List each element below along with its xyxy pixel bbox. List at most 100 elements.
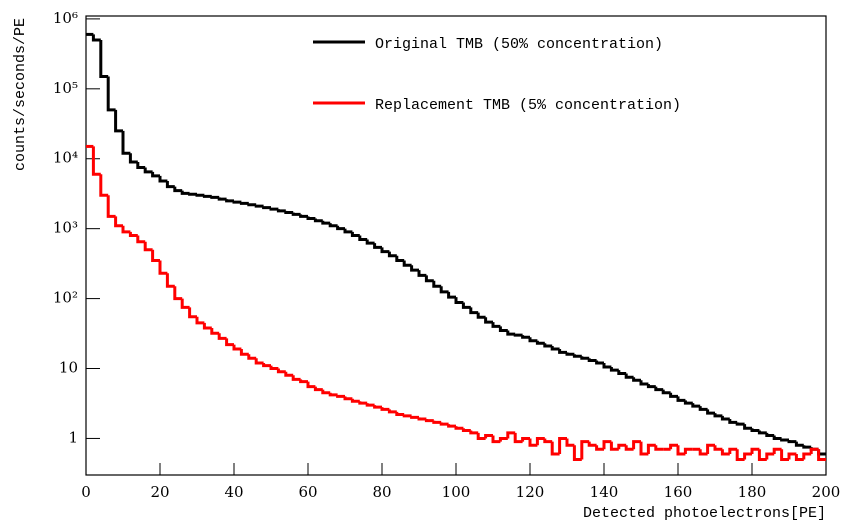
y-tick-label: 10³ <box>53 219 78 237</box>
x-tick-label: 80 <box>372 483 391 501</box>
histogram-step <box>424 275 434 283</box>
histogram-step <box>358 235 368 241</box>
histogram-step <box>484 434 493 439</box>
histogram-step <box>114 109 123 133</box>
histogram-step <box>602 440 612 450</box>
histogram-step <box>587 358 597 363</box>
histogram-step <box>521 436 530 442</box>
histogram-step <box>343 228 353 234</box>
histogram-step <box>202 322 212 330</box>
histogram-step <box>728 418 738 424</box>
histogram-step <box>772 435 782 440</box>
histogram-step <box>713 413 723 418</box>
histogram-step <box>743 424 752 430</box>
histogram-step <box>817 449 826 461</box>
histogram-step <box>698 449 708 456</box>
histogram-step <box>387 251 397 258</box>
histogram-step <box>691 403 701 408</box>
histogram-step <box>188 192 197 196</box>
histogram-step <box>609 441 619 451</box>
histogram-step <box>350 231 360 237</box>
histogram-step <box>225 199 234 203</box>
histogram-step <box>328 223 338 228</box>
histogram-step <box>439 422 449 426</box>
histogram-step <box>284 371 294 377</box>
histogram-step <box>543 438 553 444</box>
x-tick-label: 40 <box>224 483 243 501</box>
histogram-step <box>706 409 715 415</box>
histogram-step <box>646 443 656 454</box>
histogram-step <box>158 175 168 183</box>
histogram-step <box>202 194 212 198</box>
histogram-step <box>313 218 323 223</box>
histogram-step <box>284 210 294 215</box>
histogram-step <box>513 432 523 444</box>
histogram-step <box>143 167 153 174</box>
histogram-step <box>217 197 227 201</box>
histogram-step <box>114 216 123 228</box>
histogram-step <box>321 220 331 225</box>
histogram-step <box>143 241 153 252</box>
histogram-step <box>291 212 301 216</box>
histogram-step <box>661 389 671 395</box>
histogram-step <box>461 302 471 309</box>
y-tick-label: 10² <box>53 289 78 307</box>
histogram-step <box>439 286 449 294</box>
histogram-step <box>173 286 183 301</box>
histogram-step <box>735 422 745 426</box>
histogram-step <box>91 34 101 42</box>
histogram-step <box>343 396 353 401</box>
histogram-step <box>476 432 486 440</box>
histogram-step <box>262 206 271 210</box>
y-tick-label: 10⁴ <box>53 149 78 167</box>
histogram-step <box>232 344 242 351</box>
y-tick-label: 10 <box>59 359 78 377</box>
histogram-step <box>454 297 464 304</box>
histogram-step <box>417 270 427 277</box>
histogram-step <box>617 443 627 450</box>
histogram-step <box>269 207 279 211</box>
histogram-step <box>794 441 804 447</box>
histogram-step <box>210 195 220 199</box>
x-tick-label: 0 <box>81 483 91 501</box>
histogram-step <box>276 368 286 374</box>
histogram-step <box>595 360 604 365</box>
histogram-step <box>669 443 678 450</box>
histogram-step <box>165 273 175 288</box>
y-axis-title: counts/seconds/PE <box>12 18 29 171</box>
histogram-step <box>706 443 715 454</box>
histogram-step <box>550 441 560 456</box>
histogram-step <box>254 204 264 208</box>
histogram-step <box>454 426 464 430</box>
plot-frame <box>85 15 827 476</box>
histogram-step <box>365 403 375 407</box>
histogram-step <box>580 356 590 360</box>
histogram-step <box>158 260 168 275</box>
histogram-step <box>720 415 730 421</box>
histogram-step <box>750 428 760 432</box>
histogram-step <box>765 452 775 460</box>
histogram-step <box>646 384 656 389</box>
histogram-step <box>491 435 501 444</box>
histogram-step <box>676 396 686 402</box>
histogram-step <box>794 453 804 461</box>
histogram-step <box>720 449 730 456</box>
histogram-step <box>99 174 109 197</box>
histogram-step <box>728 447 738 454</box>
histogram-step <box>225 338 234 347</box>
histogram-step <box>669 392 678 398</box>
histogram-step <box>580 440 590 460</box>
histogram-step <box>802 445 812 449</box>
histogram-step <box>498 436 508 442</box>
histogram-step <box>380 247 390 254</box>
histogram-step <box>683 400 693 405</box>
histogram-step <box>713 445 723 451</box>
histogram-step <box>528 337 538 343</box>
histogram-step <box>121 130 131 155</box>
histogram-step <box>395 411 405 416</box>
histogram-step <box>676 445 686 456</box>
histogram-step <box>321 389 331 395</box>
histogram-step <box>461 428 471 432</box>
histogram-step <box>165 181 175 189</box>
histogram-step <box>654 386 664 392</box>
